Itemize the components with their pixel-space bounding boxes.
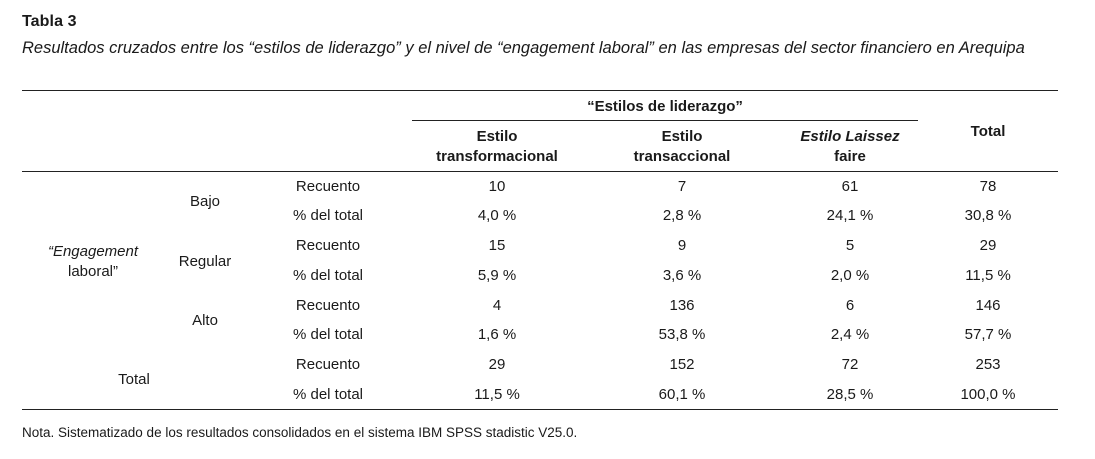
column-header-3-line1: Estilo Laissez [800, 128, 900, 145]
table-cell: 3,6 % [662, 267, 702, 284]
table-cell: 100,0 % [960, 386, 1016, 403]
measure-label: % del total [292, 326, 364, 343]
group-header: “Estilos de liderazgo” [587, 98, 743, 115]
table-cell: 78 [979, 178, 997, 195]
table-cell: 253 [975, 356, 1001, 373]
column-header-1-line1: Estilo [476, 128, 518, 145]
measure-label: Recuento [295, 297, 361, 314]
table-cell: 9 [677, 237, 687, 254]
table-cell: 61 [841, 178, 859, 195]
table-cell: 2,4 % [830, 326, 870, 343]
table-cell: 57,7 % [964, 326, 1012, 343]
table-cell: 15 [488, 237, 506, 254]
table-note: Nota. Sistematizado de los resultados co… [22, 425, 578, 440]
table-cell: 4 [492, 297, 502, 314]
table-cell: 30,8 % [964, 207, 1012, 224]
measure-label: % del total [292, 386, 364, 403]
column-header-3-line2: faire [834, 148, 866, 165]
group-label-bajo: Bajo [189, 193, 221, 210]
measure-label: % del total [292, 207, 364, 224]
top-rule [22, 90, 1058, 91]
group-label-regular: Regular [178, 253, 232, 270]
table-cell: 136 [669, 297, 695, 314]
table-cell: 53,8 % [658, 326, 706, 343]
table-cell: 28,5 % [826, 386, 874, 403]
table-cell: 72 [841, 356, 859, 373]
table-cell: 60,1 % [658, 386, 706, 403]
column-header-2-line1: Estilo [661, 128, 703, 145]
column-header-total: Total [970, 123, 1006, 140]
measure-label: Recuento [295, 237, 361, 254]
table-label: Tabla 3 [22, 13, 77, 30]
group-label-total: Total [118, 371, 150, 388]
table-cell: 24,1 % [826, 207, 874, 224]
table-cell: 7 [677, 178, 687, 195]
table-cell: 146 [975, 297, 1001, 314]
measure-label: Recuento [295, 178, 361, 195]
row-variable-line1: “Engagement [47, 243, 139, 260]
table-cell: 29 [979, 237, 997, 254]
table-cell: 152 [669, 356, 695, 373]
table-cell: 5,9 % [477, 267, 517, 284]
measure-label: Recuento [295, 356, 361, 373]
table-cell: 6 [845, 297, 855, 314]
group-label-alto: Alto [192, 312, 218, 329]
bottom-rule [22, 409, 1058, 410]
table-cell: 1,6 % [477, 326, 517, 343]
table-caption: Resultados cruzados entre los “estilos d… [22, 39, 1025, 57]
table-cell: 10 [488, 178, 506, 195]
table-cell: 11,5 % [965, 267, 1011, 284]
table-cell: 4,0 % [477, 207, 517, 224]
column-header-2-line2: transaccional [633, 148, 731, 165]
table-cell: 2,0 % [830, 267, 870, 284]
table-cell: 11,5 % [474, 386, 520, 403]
table-cell: 5 [845, 237, 855, 254]
group-header-rule [412, 120, 918, 121]
row-variable-line2: laboral” [67, 263, 119, 280]
table-cell: 29 [488, 356, 506, 373]
measure-label: % del total [292, 267, 364, 284]
table-cell: 2,8 % [662, 207, 702, 224]
header-bottom-rule [22, 171, 1058, 172]
column-header-1-line2: transformacional [436, 148, 558, 165]
